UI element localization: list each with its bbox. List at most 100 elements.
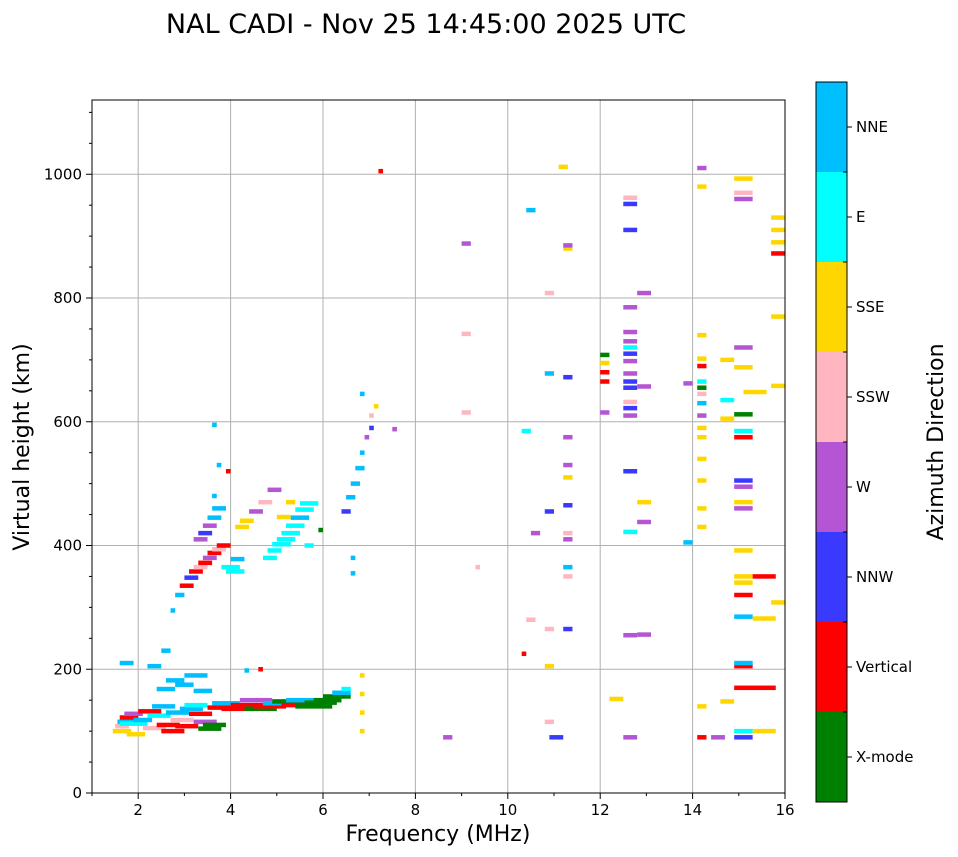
echo-point-w — [623, 371, 638, 376]
echo-point-nnw — [623, 405, 638, 411]
echo-point-nne — [544, 371, 554, 376]
echo-point-x-mode — [304, 700, 337, 705]
echo-point-nnw — [623, 351, 638, 356]
echo-point-ssw — [526, 617, 536, 622]
echo-point-ssw — [170, 717, 194, 723]
echo-point-w — [193, 537, 208, 542]
y-tick-label: 1000 — [44, 165, 82, 183]
colorbar-swatch-e — [816, 172, 847, 262]
plot-frame — [91, 99, 786, 794]
echo-point-x-mode — [734, 412, 753, 417]
echo-point-w — [202, 523, 217, 528]
echo-point-vertical — [156, 722, 180, 728]
echo-point-ssw — [563, 574, 573, 579]
echo-point-w — [563, 434, 573, 440]
echo-point-w — [392, 426, 397, 432]
y-tick-label: 600 — [53, 413, 82, 431]
echo-point-sse — [286, 499, 296, 505]
echo-point-sse — [771, 227, 785, 233]
echo-point-sse — [697, 434, 707, 440]
echo-point-e — [262, 555, 277, 561]
echo-point-sse — [697, 478, 707, 483]
echo-point-nne — [175, 682, 194, 687]
echo-point-nne — [170, 608, 176, 613]
echo-point-ssw — [623, 195, 638, 201]
echo-point-nne — [332, 690, 351, 696]
echo-point-nne — [290, 515, 310, 520]
echo-point-sse — [771, 600, 785, 605]
echo-point-sse — [239, 518, 254, 523]
echo-point-w — [461, 241, 471, 246]
echo-point-nne — [359, 450, 365, 455]
echo-point-sse — [734, 365, 753, 370]
echo-point-nnw — [623, 201, 638, 207]
echo-point-nne — [212, 493, 217, 499]
echo-point-nnw — [549, 735, 564, 740]
echo-point-nne — [165, 678, 185, 683]
echo-point-w — [364, 434, 370, 440]
echo-point-nne — [350, 481, 360, 486]
colorbar-label-nne: NNE — [856, 118, 888, 136]
echo-point-sse — [734, 580, 753, 585]
echo-point-e — [225, 569, 245, 574]
echo-point-x-mode — [244, 706, 277, 712]
echo-point-sse — [771, 240, 785, 245]
echo-point-nnw — [623, 469, 638, 474]
echo-point-w — [734, 345, 753, 350]
echo-point-w — [563, 537, 573, 542]
echo-point-e — [720, 397, 735, 403]
chart-title: NAL CADI - Nov 25 14:45:00 2025 UTC — [166, 9, 686, 40]
echo-point-nne — [734, 660, 753, 666]
echo-point-sse — [697, 356, 707, 361]
echo-point-vertical — [198, 560, 213, 566]
echo-point-sse — [609, 696, 624, 702]
echo-point-e — [734, 428, 753, 434]
echo-point-nne — [734, 614, 753, 619]
echo-point-w — [637, 290, 652, 296]
echo-point-nne — [346, 494, 356, 500]
colorbar-label-ssw: SSW — [856, 388, 890, 406]
echo-point-vertical — [734, 592, 753, 598]
echo-data-layer — [112, 164, 785, 740]
echo-point-w — [563, 462, 573, 468]
y-tick-label: 400 — [53, 537, 82, 555]
echo-point-ssw — [623, 399, 638, 405]
echo-point-sse — [359, 691, 365, 697]
echo-point-w — [193, 719, 217, 725]
echo-point-ssw — [475, 564, 481, 570]
echo-point-nne — [156, 686, 176, 692]
echo-point-vertical — [225, 469, 231, 474]
x-tick-label: 6 — [318, 801, 328, 819]
echo-point-nne — [212, 422, 217, 428]
x-tick-label: 10 — [498, 801, 517, 819]
echo-point-sse — [752, 728, 776, 734]
echo-point-nne — [184, 673, 208, 678]
colorbar-label-nnw: NNW — [856, 568, 893, 586]
echo-point-e — [304, 543, 314, 548]
echo-point-w — [623, 413, 638, 418]
echo-point-vertical — [189, 711, 213, 717]
echo-point-vertical — [378, 168, 384, 174]
echo-point-x-mode — [323, 694, 351, 699]
colorbar-swatch-sse — [816, 262, 847, 352]
echo-point-e — [221, 564, 240, 570]
echo-point-w — [600, 410, 610, 415]
echo-point-e — [147, 713, 171, 718]
x-tick-label: 2 — [133, 801, 143, 819]
x-tick-label: 14 — [683, 801, 702, 819]
x-tick-label: 8 — [411, 801, 421, 819]
echo-point-nne — [147, 663, 162, 669]
echo-point-nne — [286, 697, 323, 703]
echo-point-nnw — [563, 374, 573, 380]
echo-point-vertical — [771, 251, 785, 256]
echo-point-vertical — [258, 667, 263, 672]
echo-point-e — [295, 507, 314, 512]
echo-point-ssw — [544, 719, 554, 725]
echo-point-nnw — [563, 503, 573, 508]
echo-point-sse — [743, 389, 767, 395]
echo-point-sse — [697, 506, 707, 511]
x-tick-label: 4 — [226, 801, 236, 819]
colorbar-swatch-nne — [816, 82, 847, 172]
colorbar-label: Azimuth Direction — [924, 343, 949, 540]
echo-point-vertical — [230, 702, 263, 708]
